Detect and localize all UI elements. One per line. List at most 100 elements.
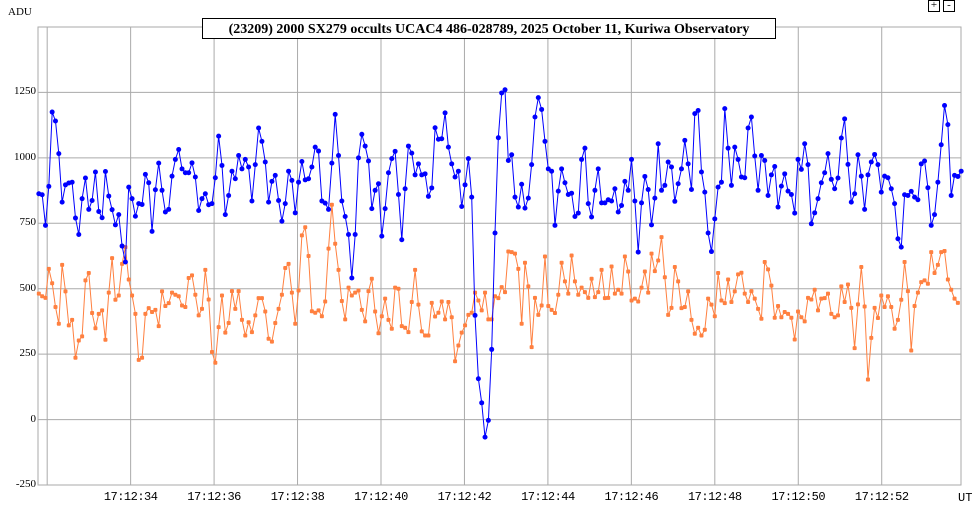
data-point bbox=[190, 273, 195, 278]
data-point bbox=[772, 315, 777, 320]
data-point bbox=[609, 198, 615, 204]
data-point bbox=[349, 275, 355, 281]
data-point bbox=[748, 114, 754, 120]
data-point bbox=[579, 156, 585, 162]
y-tick-label: 1250 bbox=[14, 85, 36, 98]
data-point bbox=[718, 179, 724, 185]
data-point bbox=[652, 195, 658, 201]
data-point bbox=[676, 279, 681, 284]
data-point bbox=[632, 198, 638, 204]
data-point bbox=[662, 275, 667, 280]
data-point bbox=[555, 188, 561, 194]
data-point bbox=[369, 206, 375, 212]
data-point bbox=[53, 305, 58, 310]
data-point bbox=[726, 277, 731, 282]
data-point bbox=[852, 346, 857, 351]
data-point bbox=[858, 173, 864, 179]
data-point bbox=[562, 279, 567, 284]
data-point bbox=[392, 148, 398, 154]
data-point bbox=[766, 267, 771, 272]
data-point bbox=[193, 292, 198, 297]
data-point bbox=[232, 176, 238, 182]
data-point bbox=[236, 289, 241, 294]
data-point bbox=[475, 376, 481, 382]
data-point bbox=[958, 168, 964, 174]
data-point bbox=[116, 212, 122, 218]
data-point bbox=[476, 298, 481, 303]
data-point bbox=[336, 267, 341, 272]
data-point bbox=[313, 310, 318, 315]
data-point bbox=[109, 207, 115, 213]
data-point bbox=[166, 206, 172, 212]
data-point bbox=[919, 280, 924, 285]
data-point bbox=[396, 286, 401, 291]
data-point bbox=[509, 250, 514, 255]
data-point bbox=[622, 254, 627, 259]
data-point bbox=[838, 135, 844, 141]
data-point bbox=[925, 281, 930, 286]
data-point bbox=[519, 181, 525, 187]
data-point bbox=[346, 285, 351, 290]
data-point bbox=[678, 166, 684, 172]
data-point bbox=[209, 201, 215, 207]
data-point bbox=[552, 222, 558, 228]
data-point bbox=[569, 190, 575, 196]
data-point bbox=[898, 244, 904, 250]
data-point bbox=[322, 200, 328, 206]
data-point bbox=[592, 187, 598, 193]
data-point bbox=[365, 158, 371, 164]
data-point bbox=[642, 173, 648, 179]
data-point bbox=[163, 303, 168, 308]
data-point bbox=[556, 292, 561, 297]
data-point bbox=[549, 307, 554, 312]
data-point bbox=[402, 186, 408, 192]
data-point bbox=[575, 210, 581, 216]
data-point bbox=[938, 142, 944, 148]
data-point bbox=[352, 232, 358, 238]
data-point bbox=[802, 319, 807, 324]
data-point bbox=[372, 187, 378, 193]
data-point bbox=[789, 315, 794, 320]
data-point bbox=[649, 251, 654, 256]
data-point bbox=[223, 330, 228, 335]
data-point bbox=[908, 188, 914, 194]
data-point bbox=[652, 269, 657, 274]
zoom-out-button[interactable]: - bbox=[943, 0, 955, 12]
data-point bbox=[829, 311, 834, 316]
data-point bbox=[679, 306, 684, 311]
data-point bbox=[552, 311, 557, 316]
data-point bbox=[569, 253, 574, 258]
data-point bbox=[70, 317, 75, 322]
data-point bbox=[156, 160, 162, 166]
data-point bbox=[213, 360, 218, 365]
data-point bbox=[106, 290, 111, 295]
data-point bbox=[848, 199, 854, 205]
data-point bbox=[263, 309, 268, 314]
data-point bbox=[682, 305, 687, 310]
data-point bbox=[386, 317, 391, 322]
data-point bbox=[702, 189, 708, 195]
data-point bbox=[539, 303, 544, 308]
data-point bbox=[329, 160, 335, 166]
data-point bbox=[459, 204, 465, 210]
zoom-in-button[interactable]: + bbox=[928, 0, 940, 12]
data-point bbox=[183, 305, 188, 310]
data-point bbox=[100, 308, 105, 313]
data-point bbox=[778, 183, 784, 189]
x-tick-label: 17:12:36 bbox=[187, 490, 241, 504]
data-point bbox=[366, 289, 371, 294]
data-point bbox=[685, 161, 691, 167]
data-point bbox=[303, 225, 308, 230]
data-point bbox=[90, 311, 95, 316]
data-point bbox=[130, 293, 135, 298]
data-point bbox=[456, 343, 461, 348]
series-1 bbox=[36, 202, 960, 382]
data-point bbox=[499, 90, 505, 96]
data-point bbox=[152, 187, 158, 193]
data-point bbox=[473, 290, 478, 295]
data-point bbox=[292, 210, 298, 216]
data-point bbox=[409, 150, 415, 156]
data-point bbox=[779, 315, 784, 320]
data-point bbox=[363, 319, 368, 324]
data-point bbox=[36, 291, 41, 296]
